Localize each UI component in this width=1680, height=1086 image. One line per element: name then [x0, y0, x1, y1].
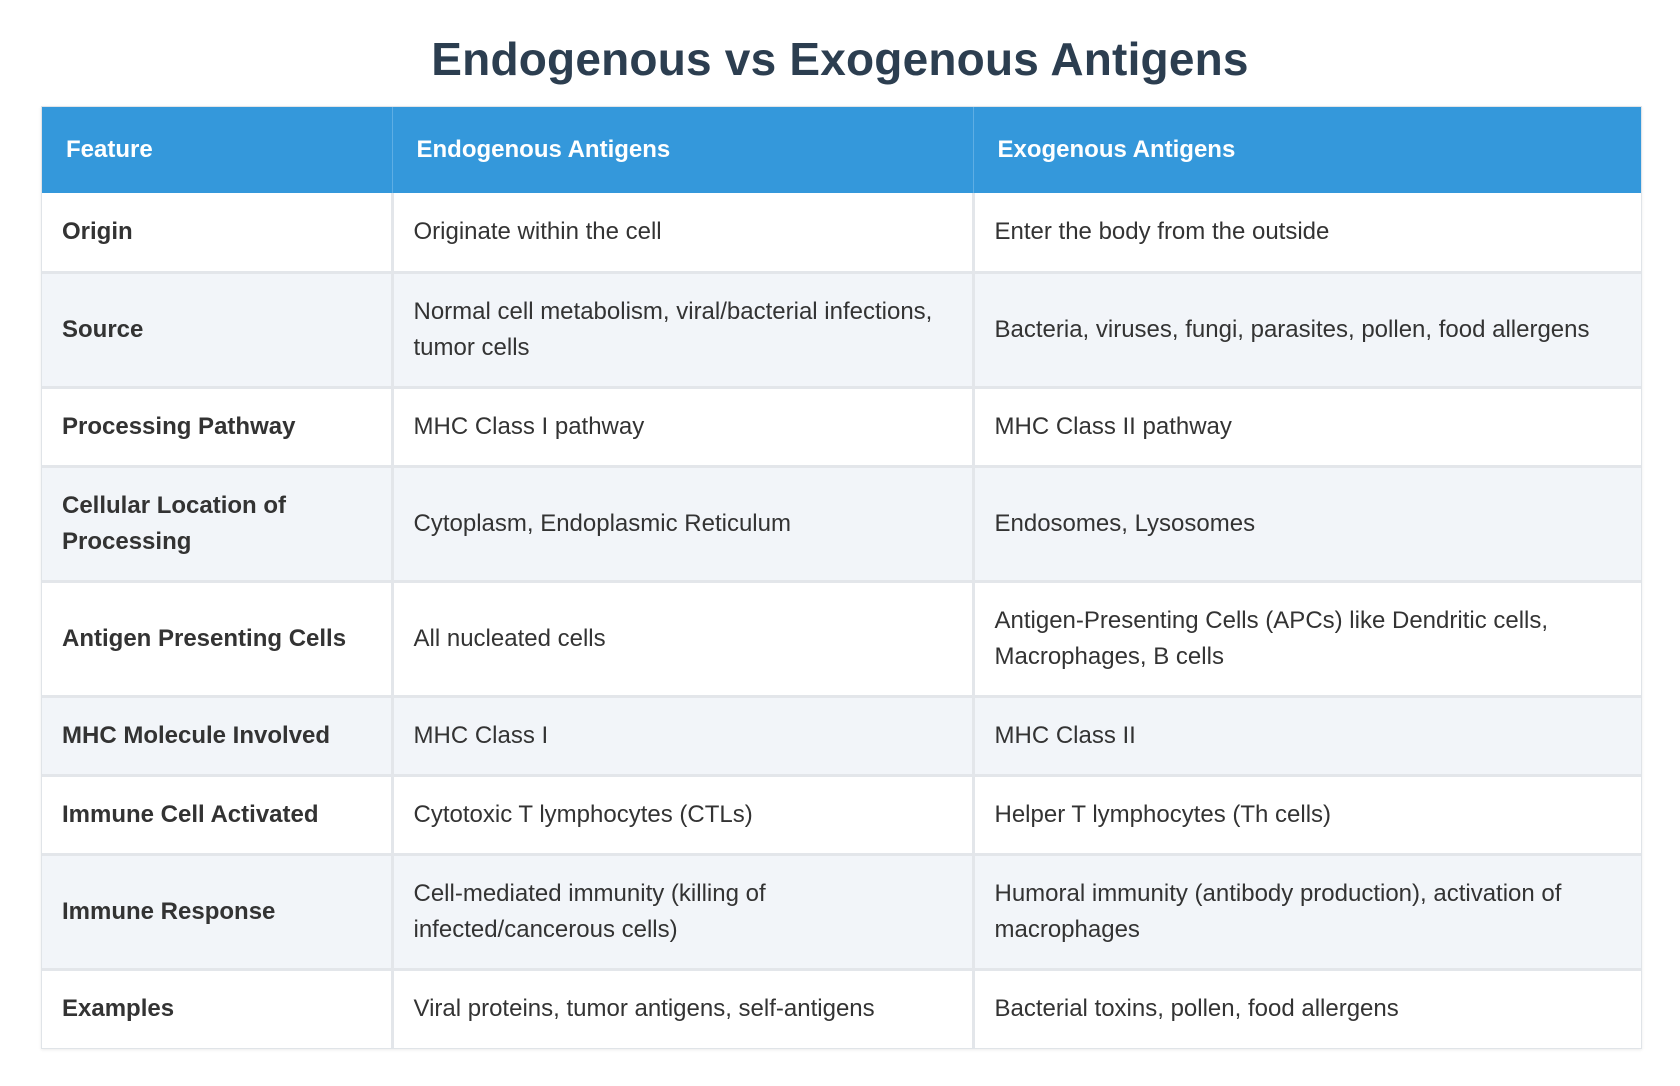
- table-row: Examples Viral proteins, tumor antigens,…: [42, 969, 1641, 1048]
- feature-cell: Origin: [42, 193, 394, 274]
- feature-cell: MHC Molecule Involved: [42, 696, 394, 777]
- endogenous-cell: MHC Class I pathway: [392, 387, 975, 468]
- endogenous-cell: All nucleated cells: [392, 581, 975, 698]
- table-row: MHC Molecule Involved MHC Class I MHC Cl…: [42, 696, 1641, 777]
- header-endogenous: Endogenous Antigens: [392, 107, 974, 193]
- table-row: Immune Response Cell-mediated immunity (…: [42, 854, 1641, 971]
- comparison-table-container: Feature Endogenous Antigens Exogenous An…: [41, 106, 1642, 1049]
- table-row: Cellular Location of Processing Cytoplas…: [42, 466, 1641, 583]
- table-row: Antigen Presenting Cells All nucleated c…: [42, 581, 1641, 698]
- table-body: Origin Originate within the cell Enter t…: [42, 193, 1641, 1048]
- table-row: Origin Originate within the cell Enter t…: [42, 193, 1641, 274]
- exogenous-cell: Helper T lymphocytes (Th cells): [973, 775, 1641, 856]
- table-header: Feature Endogenous Antigens Exogenous An…: [42, 107, 1641, 193]
- feature-cell: Immune Cell Activated: [42, 775, 394, 856]
- table-row: Immune Cell Activated Cytotoxic T lympho…: [42, 775, 1641, 856]
- endogenous-cell: Originate within the cell: [392, 193, 975, 274]
- feature-cell: Antigen Presenting Cells: [42, 581, 394, 698]
- exogenous-cell: Bacterial toxins, pollen, food allergens: [973, 969, 1641, 1048]
- feature-cell: Source: [42, 272, 394, 389]
- comparison-table: Feature Endogenous Antigens Exogenous An…: [42, 107, 1641, 1048]
- exogenous-cell: MHC Class II pathway: [973, 387, 1641, 468]
- endogenous-cell: Cytotoxic T lymphocytes (CTLs): [392, 775, 975, 856]
- page-title: Endogenous vs Exogenous Antigens: [431, 33, 1249, 85]
- feature-cell: Examples: [42, 969, 394, 1048]
- exogenous-cell: Endosomes, Lysosomes: [973, 466, 1641, 583]
- feature-cell: Processing Pathway: [42, 387, 394, 468]
- exogenous-cell: Enter the body from the outside: [973, 193, 1641, 274]
- exogenous-cell: MHC Class II: [973, 696, 1641, 777]
- header-exogenous: Exogenous Antigens: [973, 107, 1641, 193]
- table-row: Source Normal cell metabolism, viral/bac…: [42, 272, 1641, 389]
- exogenous-cell: Bacteria, viruses, fungi, parasites, pol…: [973, 272, 1641, 389]
- table-row: Processing Pathway MHC Class I pathway M…: [42, 387, 1641, 468]
- endogenous-cell: MHC Class I: [392, 696, 975, 777]
- endogenous-cell: Viral proteins, tumor antigens, self-ant…: [392, 969, 975, 1048]
- endogenous-cell: Cell-mediated immunity (killing of infec…: [392, 854, 975, 971]
- feature-cell: Cellular Location of Processing: [42, 466, 394, 583]
- feature-cell: Immune Response: [42, 854, 394, 971]
- header-feature: Feature: [42, 107, 393, 193]
- endogenous-cell: Cytoplasm, Endoplasmic Reticulum: [392, 466, 975, 583]
- endogenous-cell: Normal cell metabolism, viral/bacterial …: [392, 272, 975, 389]
- header-row: Feature Endogenous Antigens Exogenous An…: [42, 107, 1641, 193]
- exogenous-cell: Antigen-Presenting Cells (APCs) like Den…: [973, 581, 1641, 698]
- exogenous-cell: Humoral immunity (antibody production), …: [973, 854, 1641, 971]
